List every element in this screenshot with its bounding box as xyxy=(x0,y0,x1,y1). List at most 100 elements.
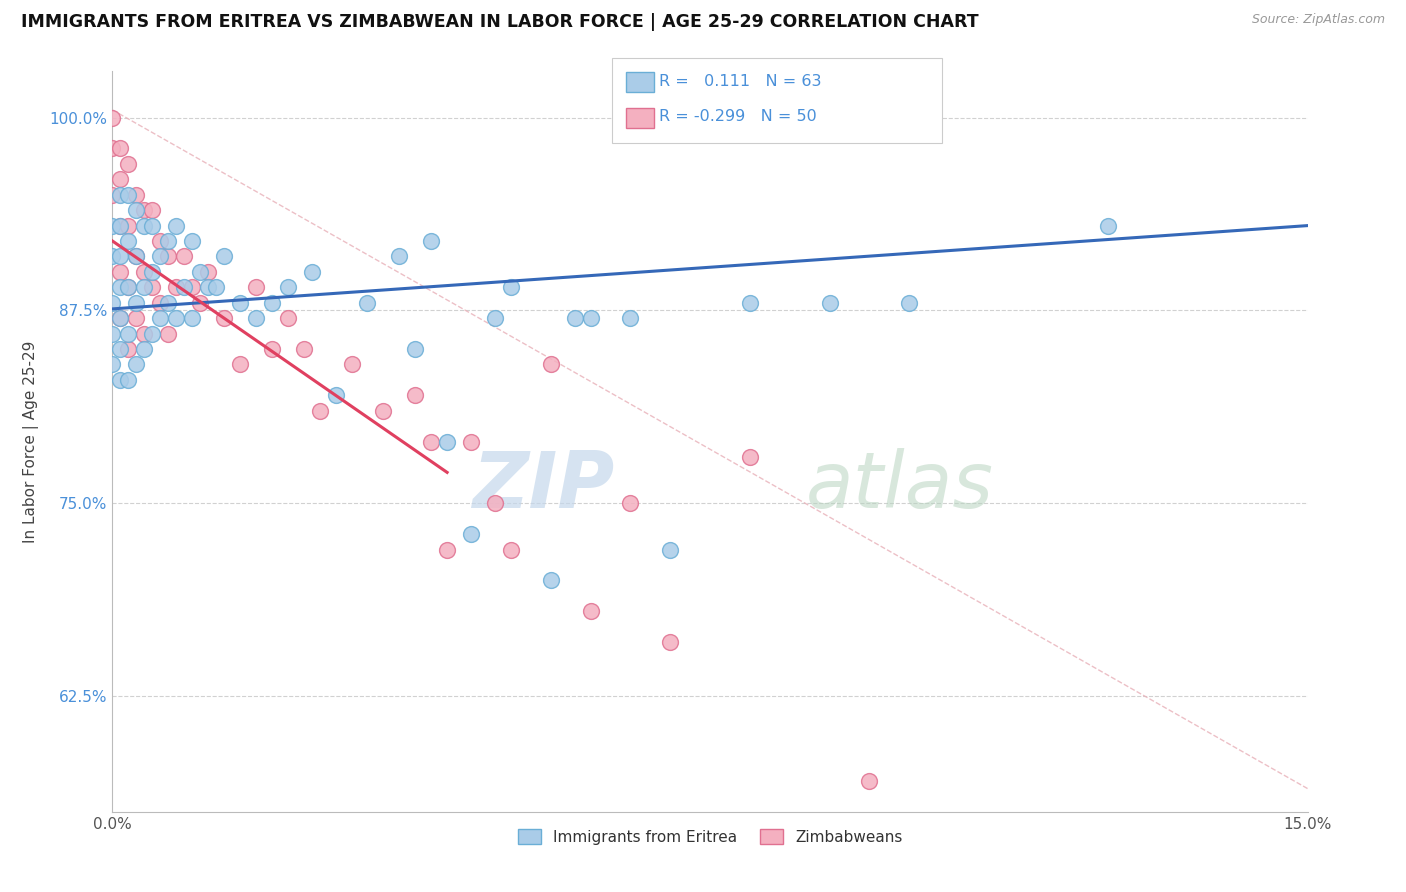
Point xyxy=(229,295,252,310)
Point xyxy=(165,280,187,294)
Point xyxy=(325,388,347,402)
Text: ZIP: ZIP xyxy=(472,448,614,524)
Text: atlas: atlas xyxy=(806,448,994,524)
Point xyxy=(301,265,323,279)
Point xyxy=(308,403,330,417)
Point xyxy=(540,358,562,372)
Point xyxy=(245,311,267,326)
Point xyxy=(404,342,426,356)
Point xyxy=(134,203,156,218)
Point xyxy=(420,234,443,248)
Point xyxy=(101,249,124,264)
Point xyxy=(157,234,180,248)
Point xyxy=(181,311,204,326)
Point xyxy=(484,311,506,326)
Point xyxy=(117,187,139,202)
Point xyxy=(188,265,211,279)
Legend: Immigrants from Eritrea, Zimbabweans: Immigrants from Eritrea, Zimbabweans xyxy=(510,821,910,852)
Point xyxy=(141,326,163,341)
Point xyxy=(260,295,283,310)
Point xyxy=(173,280,195,294)
Point xyxy=(181,280,204,294)
Y-axis label: In Labor Force | Age 25-29: In Labor Force | Age 25-29 xyxy=(22,341,38,542)
Point xyxy=(110,280,132,294)
Point xyxy=(110,342,132,356)
Point xyxy=(110,311,132,326)
Point xyxy=(165,311,187,326)
Point xyxy=(1097,219,1119,233)
Point xyxy=(484,496,506,510)
Point xyxy=(101,111,124,125)
Point xyxy=(101,295,124,310)
Point xyxy=(134,342,156,356)
Text: Source: ZipAtlas.com: Source: ZipAtlas.com xyxy=(1251,13,1385,27)
Point xyxy=(499,280,522,294)
Point xyxy=(141,203,163,218)
Point xyxy=(117,280,139,294)
Point xyxy=(420,434,443,449)
Point xyxy=(149,249,172,264)
Point xyxy=(110,249,132,264)
Point xyxy=(277,280,299,294)
Point xyxy=(579,604,602,618)
Point xyxy=(181,234,204,248)
Point xyxy=(110,219,132,233)
Point xyxy=(157,326,180,341)
Point xyxy=(197,280,219,294)
Point xyxy=(125,249,148,264)
Point xyxy=(436,542,458,557)
Point xyxy=(436,434,458,449)
Point xyxy=(117,326,139,341)
Point xyxy=(110,219,132,233)
Point xyxy=(229,358,252,372)
Point xyxy=(619,311,641,326)
Point xyxy=(117,234,139,248)
Point xyxy=(197,265,219,279)
Point xyxy=(134,326,156,341)
Point xyxy=(738,295,761,310)
Point xyxy=(499,542,522,557)
Point xyxy=(110,187,132,202)
Point xyxy=(373,403,395,417)
Point xyxy=(564,311,586,326)
Point xyxy=(110,373,132,387)
Point xyxy=(101,187,124,202)
Point xyxy=(117,342,139,356)
Point xyxy=(101,219,124,233)
Point xyxy=(125,295,148,310)
Point xyxy=(141,219,163,233)
Point xyxy=(818,295,841,310)
Point xyxy=(101,141,124,155)
Point xyxy=(125,249,148,264)
Point xyxy=(277,311,299,326)
Point xyxy=(149,311,172,326)
Point xyxy=(205,280,228,294)
Point xyxy=(292,342,315,356)
Point xyxy=(898,295,921,310)
Point xyxy=(125,203,148,218)
Point xyxy=(460,527,482,541)
Point xyxy=(659,542,682,557)
Point xyxy=(858,773,880,788)
Point xyxy=(579,311,602,326)
Text: R =   0.111   N = 63: R = 0.111 N = 63 xyxy=(659,74,823,88)
Point xyxy=(260,342,283,356)
Text: R = -0.299   N = 50: R = -0.299 N = 50 xyxy=(659,110,817,124)
Point xyxy=(460,434,482,449)
Point xyxy=(141,265,163,279)
Point xyxy=(619,496,641,510)
Point xyxy=(101,326,124,341)
Point xyxy=(110,172,132,186)
Point xyxy=(404,388,426,402)
Point xyxy=(212,249,235,264)
Point xyxy=(188,295,211,310)
Point xyxy=(141,280,163,294)
Text: IMMIGRANTS FROM ERITREA VS ZIMBABWEAN IN LABOR FORCE | AGE 25-29 CORRELATION CHA: IMMIGRANTS FROM ERITREA VS ZIMBABWEAN IN… xyxy=(21,13,979,31)
Point xyxy=(125,358,148,372)
Point xyxy=(173,249,195,264)
Point xyxy=(245,280,267,294)
Point xyxy=(117,219,139,233)
Point xyxy=(340,358,363,372)
Point xyxy=(134,219,156,233)
Point xyxy=(356,295,378,310)
